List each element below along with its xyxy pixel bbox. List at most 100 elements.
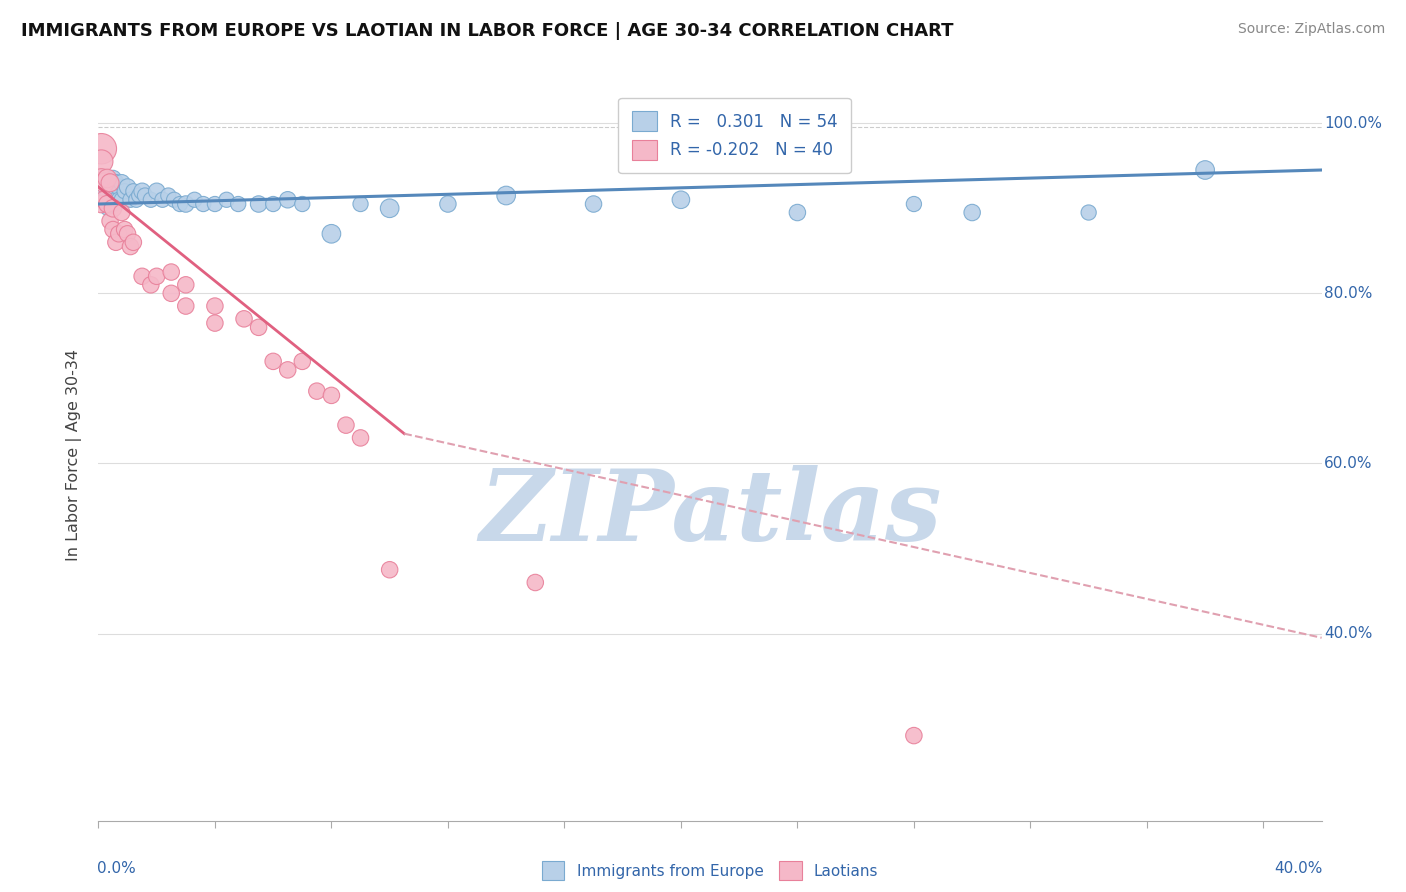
Point <box>90 142 112 156</box>
Point <box>495 188 517 202</box>
Point <box>321 388 343 402</box>
Point <box>98 214 121 228</box>
Point <box>96 201 118 215</box>
Point <box>108 193 131 207</box>
Text: Source: ZipAtlas.com: Source: ZipAtlas.com <box>1237 22 1385 37</box>
Point <box>204 316 226 330</box>
Point <box>277 363 299 377</box>
Point <box>145 184 167 198</box>
Point <box>96 197 118 211</box>
Point <box>437 197 460 211</box>
Text: 40.0%: 40.0% <box>1274 861 1323 876</box>
Point <box>93 193 115 207</box>
Point <box>104 193 127 207</box>
Point <box>145 269 167 284</box>
Point <box>160 265 183 279</box>
Point <box>90 171 112 186</box>
Point <box>247 197 270 211</box>
Point <box>114 184 136 198</box>
Point <box>169 197 191 211</box>
Point <box>122 184 145 198</box>
Point <box>101 171 124 186</box>
Point <box>960 205 983 219</box>
Point <box>117 227 139 241</box>
Point <box>108 180 131 194</box>
Point <box>125 193 148 207</box>
Point <box>335 418 357 433</box>
Point <box>128 188 150 202</box>
Text: 60.0%: 60.0% <box>1324 456 1372 471</box>
Point <box>291 197 314 211</box>
Point <box>131 184 153 198</box>
Point <box>104 235 127 250</box>
Point <box>204 197 226 211</box>
Point <box>247 320 270 334</box>
Point <box>114 222 136 236</box>
Point <box>157 188 180 202</box>
Point <box>101 197 124 211</box>
Point <box>111 205 134 219</box>
Point <box>305 384 328 398</box>
Point <box>108 227 131 241</box>
Point <box>226 197 249 211</box>
Point <box>93 193 115 207</box>
Point <box>582 197 605 211</box>
Point <box>98 193 121 207</box>
Text: 40.0%: 40.0% <box>1324 626 1372 641</box>
Point <box>134 188 156 202</box>
Point <box>163 193 186 207</box>
Point <box>122 235 145 250</box>
Point <box>349 431 371 445</box>
Point <box>786 205 808 219</box>
Point <box>233 311 256 326</box>
Point <box>117 180 139 194</box>
Point <box>262 354 284 368</box>
Point <box>378 201 401 215</box>
Text: 0.0%: 0.0% <box>97 861 136 876</box>
Point <box>160 286 183 301</box>
Point <box>93 176 115 190</box>
Point <box>96 171 118 186</box>
Text: 100.0%: 100.0% <box>1324 116 1382 131</box>
Point <box>262 197 284 211</box>
Point <box>193 197 215 211</box>
Point <box>93 176 115 190</box>
Point <box>131 269 153 284</box>
Point <box>669 193 692 207</box>
Point <box>1077 205 1099 219</box>
Text: IMMIGRANTS FROM EUROPE VS LAOTIAN IN LABOR FORCE | AGE 30-34 CORRELATION CHART: IMMIGRANTS FROM EUROPE VS LAOTIAN IN LAB… <box>21 22 953 40</box>
Point <box>152 193 174 207</box>
Point <box>378 563 401 577</box>
Point <box>104 176 127 190</box>
Point <box>215 193 238 207</box>
Point <box>1194 163 1216 178</box>
Point <box>174 277 197 292</box>
Y-axis label: In Labor Force | Age 30-34: In Labor Force | Age 30-34 <box>66 349 83 561</box>
Point <box>903 197 925 211</box>
Point <box>111 193 134 207</box>
Point <box>90 171 112 186</box>
Point <box>96 171 118 186</box>
Point <box>139 277 162 292</box>
Point <box>98 180 121 194</box>
Point <box>98 176 121 190</box>
Point <box>120 193 142 207</box>
Point <box>903 729 925 743</box>
Point <box>321 227 343 241</box>
Point <box>139 193 162 207</box>
Point <box>174 197 197 211</box>
Point <box>96 188 118 202</box>
Point <box>120 239 142 253</box>
Point <box>174 299 197 313</box>
Point <box>101 201 124 215</box>
Point <box>183 193 205 207</box>
Legend: Immigrants from Europe, Laotians: Immigrants from Europe, Laotians <box>536 855 884 886</box>
Point <box>349 197 371 211</box>
Point <box>90 154 112 169</box>
Text: ZIPatlas: ZIPatlas <box>479 466 941 562</box>
Point <box>90 197 112 211</box>
Point <box>277 193 299 207</box>
Point <box>204 299 226 313</box>
Point <box>291 354 314 368</box>
Point <box>524 575 547 590</box>
